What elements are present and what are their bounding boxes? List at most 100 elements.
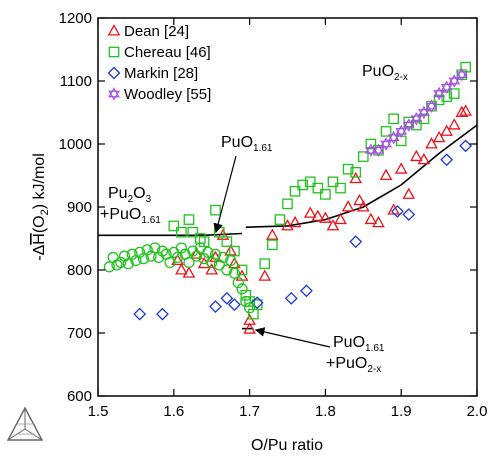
- legend-label: Chereau [46]: [124, 44, 211, 61]
- triangle-point: [182, 266, 196, 278]
- square-point: [259, 258, 271, 270]
- square-point: [274, 214, 286, 225]
- circle-point: [183, 256, 195, 269]
- square-point: [320, 189, 331, 200]
- square-point: [240, 289, 252, 301]
- legend-label: Woodley [55]: [124, 86, 211, 103]
- triangle-point: [364, 212, 378, 225]
- y-tick-label: 700: [67, 325, 92, 342]
- square-point: [236, 264, 248, 276]
- triangle-point: [258, 269, 272, 281]
- x-tick-label: 1.7: [239, 403, 260, 420]
- diamond-point: [209, 300, 222, 313]
- triangle-point: [353, 193, 366, 206]
- star-point: [395, 124, 408, 139]
- square-point: [350, 167, 362, 178]
- circle-point: [103, 261, 115, 273]
- annotation-puo161-arrow: [213, 155, 237, 234]
- star-point: [380, 137, 392, 151]
- triangle-point: [459, 104, 472, 116]
- circle-point: [202, 246, 214, 258]
- triangle-point: [190, 247, 203, 259]
- triangle-point: [356, 200, 370, 212]
- legend-marker-triangle: [107, 24, 121, 36]
- legend-marker-square: [108, 46, 120, 58]
- diamond-point: [349, 235, 363, 249]
- square-point: [168, 220, 180, 232]
- triangle-point: [341, 200, 355, 212]
- circle-point: [232, 276, 244, 289]
- circle-point: [240, 295, 252, 308]
- diamond-point: [220, 291, 234, 305]
- triangle-point: [171, 253, 184, 266]
- square-point: [342, 163, 354, 175]
- y-tick-label: 1000: [59, 136, 92, 153]
- square-point: [297, 179, 308, 191]
- circle-point: [164, 256, 176, 269]
- triangle-point: [372, 215, 385, 228]
- star-point: [433, 86, 445, 101]
- annotation-pu2o3: Pu2O3 +PuO1.61: [100, 185, 161, 226]
- square-point: [244, 296, 255, 307]
- legend: Dean [24] Chereau [46] Markin [28] Woodley …: [107, 23, 211, 103]
- square-point: [380, 126, 392, 137]
- circle-point: [244, 302, 256, 314]
- triangle-point: [417, 152, 431, 165]
- triangle-point: [288, 215, 302, 228]
- square-point: [357, 151, 369, 162]
- square-point: [335, 182, 346, 194]
- circle-point: [236, 283, 248, 295]
- triangle-point: [205, 263, 219, 275]
- diamond-point: [402, 208, 416, 221]
- x-axis-ticks: 1.5 1.6 1.7 1.8 1.9 2.0: [88, 18, 487, 420]
- y-axis-label-h: H: [31, 233, 48, 245]
- triangle-point: [243, 322, 256, 334]
- x-tick-label: 1.9: [391, 403, 412, 420]
- star-point: [410, 112, 423, 126]
- star-point: [440, 80, 453, 94]
- square-point: [289, 185, 301, 197]
- diamond-point: [133, 307, 147, 321]
- y-tick-label: 600: [67, 388, 92, 405]
- data-points: [103, 61, 473, 334]
- y-tick-label: 800: [67, 262, 92, 279]
- annotation-puo161-puo2x-arrow: [254, 327, 331, 348]
- triangle-point: [440, 124, 454, 136]
- circle-point: [134, 246, 146, 258]
- circle-point: [225, 254, 237, 267]
- thermo-logo: [6, 406, 44, 441]
- svg-text:PuO2-x: PuO2-x: [362, 63, 408, 83]
- y-axis-ticks: 600 700 800 900 1000 1100 1200: [59, 10, 477, 405]
- diamond-point: [459, 139, 473, 153]
- svg-text:PuO1.61: PuO1.61: [333, 334, 385, 354]
- y-tick-label: 1100: [60, 73, 92, 90]
- diamond-point: [390, 204, 404, 218]
- square-point: [176, 226, 187, 238]
- square-point: [221, 236, 233, 247]
- star-point: [402, 118, 415, 132]
- star-point: [425, 99, 438, 113]
- circle-point: [153, 251, 165, 263]
- circle-point: [126, 248, 138, 260]
- triangle-point: [402, 187, 416, 199]
- star-point: [456, 68, 468, 82]
- square-point: [183, 214, 195, 225]
- triangle-point: [349, 171, 363, 184]
- circle-point: [149, 242, 161, 254]
- star-point: [372, 143, 385, 157]
- x-tick-label: 1.5: [88, 403, 109, 420]
- triangle-point: [228, 256, 241, 269]
- fit-curve: [98, 232, 243, 237]
- circle-point: [217, 251, 229, 263]
- circle-point: [122, 258, 134, 270]
- svg-text:PuO1.61: PuO1.61: [221, 134, 273, 154]
- star-point: [418, 105, 430, 120]
- square-point: [282, 198, 293, 210]
- annotation-puo2x: PuO2-x: [362, 63, 408, 83]
- circle-point: [175, 242, 187, 254]
- diamond-point: [228, 298, 241, 312]
- triangle-point: [311, 209, 325, 221]
- triangle-point: [432, 130, 446, 143]
- circle-point: [228, 267, 241, 279]
